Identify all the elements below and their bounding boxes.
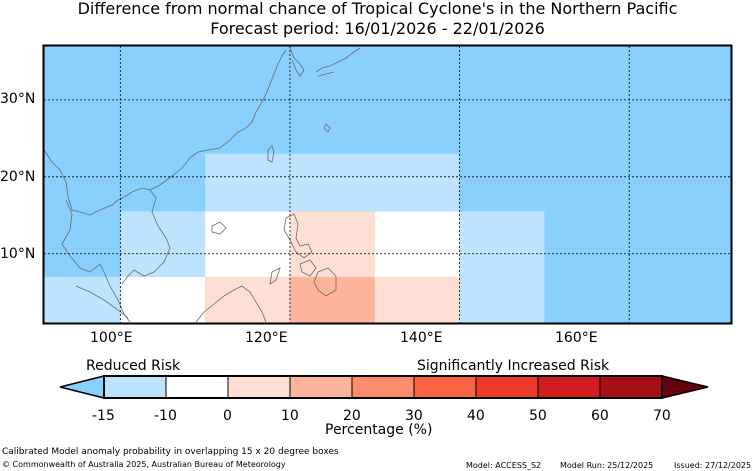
grid-cell [120,276,206,323]
forecast-period: Forecast period: 16/01/2026 - 22/01/2026 [210,19,545,38]
colorbar-tick-label: 20 [343,408,361,424]
grid-cell [120,211,206,277]
issued-date: Issued: 27/12/2025 [674,461,752,470]
model-name: Model: ACCESS_S2 [466,461,542,470]
model-run: Model Run: 25/12/2025 [560,461,654,470]
grid-cell [205,276,290,323]
borneo-coast [195,285,267,323]
grid-cell [205,211,290,277]
grid-cell [459,211,545,277]
indochina-coast [61,189,171,323]
probability-grid [44,46,731,323]
y-tick-label: 30°N [0,91,36,107]
colorbar-tick-label: 60 [591,408,609,424]
y-tick-label: 10°N [0,246,36,262]
colorbar-tick-label: 30 [405,408,423,424]
colorbar-axis-label: Percentage (%) [325,422,433,438]
grid-cell [374,276,460,323]
grid-cell [289,276,375,323]
gridlines [44,46,731,323]
china-coast [43,49,287,216]
grid-cell [374,211,460,277]
colorbar-segment [103,375,167,399]
colorbar-segment [165,375,229,399]
coastline [43,47,361,323]
taiwan-island [267,145,275,163]
chart-title: Difference from normal chance of Tropica… [77,0,678,18]
colorbar-under-arrow [59,375,105,399]
colorbar-segment [475,375,539,399]
japan-islands [315,47,361,133]
korea-coast [289,47,305,77]
colorbar-tick-label: -10 [154,408,177,424]
colorbar-over-arrow [661,375,709,399]
colorbar-tick-label: 10 [281,408,299,424]
increased-risk-label: Significantly Increased Risk [417,358,610,374]
colorbar-segment [413,375,477,399]
x-tick-label: 160°E [555,330,598,346]
x-tick-label: 140°E [400,330,443,346]
hainan-island [211,221,227,235]
colorbar-segment [351,375,415,399]
colorbar-tick-label: -15 [92,408,115,424]
caption: Calibrated Model anomaly probability in … [2,447,339,457]
x-tick-label: 120°E [245,330,288,346]
sumatra-coast [75,285,129,319]
y-tick-label: 20°N [0,169,36,185]
colorbar-segment [599,375,663,399]
colorbar-segment [537,375,601,399]
philippines-islands [269,213,337,297]
colorbar [59,375,709,399]
colorbar-tick-label: 70 [653,408,671,424]
grid-cell [289,211,375,277]
colorbar-tick-label: 50 [529,408,547,424]
colorbar-tick-label: 0 [223,408,232,424]
colorbar-outline [103,375,663,399]
grid-cell [459,276,545,323]
grid-cell [205,153,460,212]
colorbar-tick-label: 40 [467,408,485,424]
reduced-risk-label: Reduced Risk [86,358,181,374]
colorbar-segment [289,375,353,399]
map-frame [42,44,733,325]
grid-cell [44,276,121,323]
colorbar-segment [227,375,291,399]
copyright: © Commonwealth of Australia 2025, Austra… [2,460,286,469]
x-tick-label: 100°E [90,330,133,346]
